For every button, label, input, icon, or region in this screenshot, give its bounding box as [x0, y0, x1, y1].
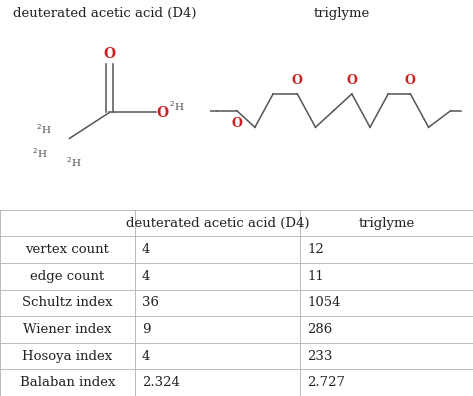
- Text: O: O: [405, 74, 416, 87]
- Text: $^2$H: $^2$H: [32, 147, 48, 160]
- Text: $^2$H: $^2$H: [66, 156, 81, 169]
- Text: 4: 4: [142, 350, 150, 363]
- Text: edge count: edge count: [30, 270, 105, 283]
- Text: deuterated acetic acid (D4): deuterated acetic acid (D4): [14, 7, 197, 20]
- Text: Hosoya index: Hosoya index: [22, 350, 113, 363]
- Text: 12: 12: [307, 243, 324, 256]
- Text: vertex count: vertex count: [26, 243, 109, 256]
- Text: deuterated acetic acid (D4): deuterated acetic acid (D4): [126, 217, 309, 230]
- Text: 286: 286: [307, 323, 333, 336]
- Text: O: O: [231, 117, 242, 130]
- Text: 2.324: 2.324: [142, 376, 180, 389]
- Text: O: O: [346, 74, 357, 87]
- Text: 1054: 1054: [307, 297, 341, 309]
- Text: $^2$H: $^2$H: [36, 122, 52, 136]
- Text: $^2$H: $^2$H: [169, 99, 184, 113]
- Text: O: O: [157, 107, 169, 120]
- Text: 11: 11: [307, 270, 324, 283]
- Text: O: O: [292, 74, 303, 87]
- Text: triglyme: triglyme: [314, 7, 370, 20]
- Text: O: O: [104, 47, 115, 61]
- Text: 2.727: 2.727: [307, 376, 345, 389]
- Text: Wiener index: Wiener index: [23, 323, 112, 336]
- Text: 4: 4: [142, 243, 150, 256]
- Text: triglyme: triglyme: [359, 217, 415, 230]
- Text: Schultz index: Schultz index: [22, 297, 113, 309]
- Text: 233: 233: [307, 350, 333, 363]
- Text: 36: 36: [142, 297, 159, 309]
- Text: 9: 9: [142, 323, 150, 336]
- Text: 4: 4: [142, 270, 150, 283]
- Text: Balaban index: Balaban index: [20, 376, 115, 389]
